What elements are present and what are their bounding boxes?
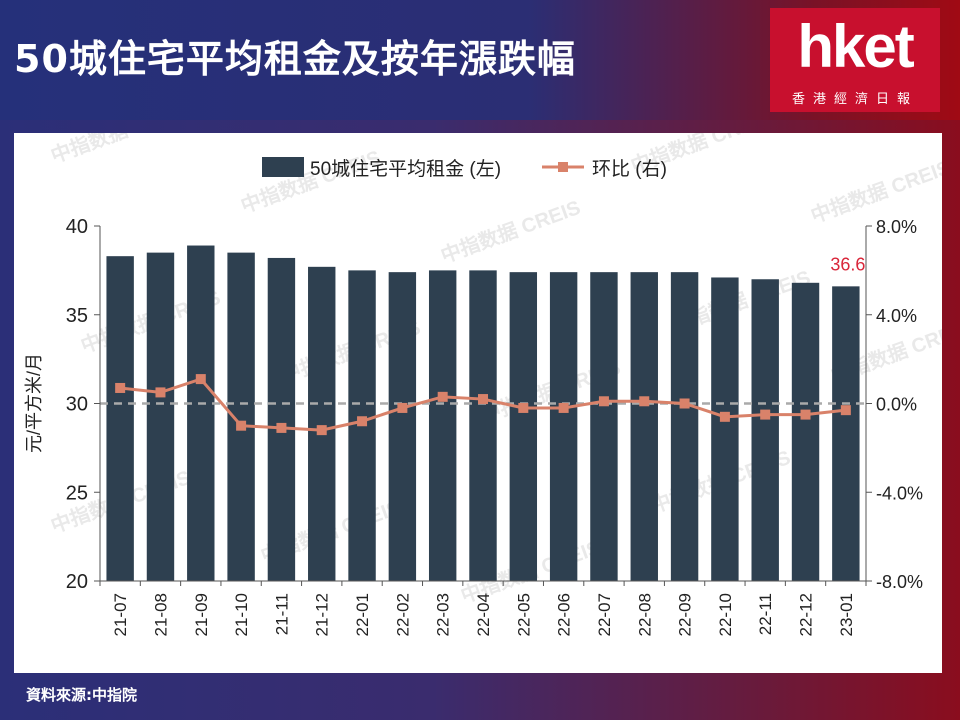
bar xyxy=(469,270,497,581)
x-tick-label: 22-03 xyxy=(434,593,453,636)
x-tick-label: 22-11 xyxy=(756,593,775,635)
mom-point xyxy=(679,398,690,409)
mom-point xyxy=(639,396,650,407)
mom-point xyxy=(397,402,408,413)
watermark-text: 中指数据 CREIS xyxy=(438,195,584,268)
right-tick-label: 4.0% xyxy=(876,306,917,326)
bar xyxy=(549,272,578,581)
x-tick-label: 22-08 xyxy=(635,593,654,636)
bar xyxy=(509,272,538,581)
left-tick-label: 20 xyxy=(66,571,88,593)
bar xyxy=(428,270,457,581)
logo-wordmark: hket xyxy=(797,13,914,80)
right-tick-label: 8.0% xyxy=(876,217,917,237)
mom-point xyxy=(357,416,368,427)
x-tick-label: 22-01 xyxy=(353,593,372,636)
mom-point xyxy=(115,382,126,393)
legend-line-label: 环比 (右) xyxy=(592,158,667,180)
last-value-annotation: 36.6 xyxy=(830,254,865,274)
watermark-text: 中指数据 CREIS xyxy=(808,155,942,228)
x-tick-label: 21-09 xyxy=(192,593,211,636)
right-tick-label: 0.0% xyxy=(876,395,917,415)
header-banner: 50城住宅平均租金及按年漲跌幅 hket 香港經濟日報 xyxy=(0,0,960,120)
x-tick-label: 22-07 xyxy=(595,593,614,636)
mom-point xyxy=(719,411,730,422)
left-tick-label: 25 xyxy=(66,482,88,504)
legend-line-marker xyxy=(558,162,568,172)
mom-point xyxy=(195,374,206,385)
watermark-text: 中指数据 CREIS xyxy=(238,145,384,218)
watermark-text: 中指数据 CREIS xyxy=(48,133,194,168)
bar xyxy=(308,266,336,581)
bar xyxy=(670,272,699,581)
bar xyxy=(590,272,618,581)
legend-bar-label: 50城住宅平均租金 (左) xyxy=(310,158,501,180)
mom-point xyxy=(800,409,811,420)
mom-point xyxy=(558,402,569,413)
mom-point xyxy=(236,420,247,431)
bar xyxy=(267,257,296,581)
bar xyxy=(711,277,739,581)
x-tick-label: 23-01 xyxy=(837,593,856,636)
x-tick-label: 22-06 xyxy=(555,593,574,636)
mom-point xyxy=(760,409,771,420)
source-note: 資料來源:中指院 xyxy=(26,686,137,704)
bar xyxy=(751,279,779,581)
mom-point xyxy=(155,387,166,398)
hket-logo: hket 香港經濟日報 xyxy=(770,8,940,112)
chart-panel: 中指数据 CREIS 中指数据 CREIS 中指数据 CREIS 中指数据 CREIS… xyxy=(14,95,960,673)
mom-point xyxy=(316,425,327,436)
y-axis-title: 元/平方米/月 xyxy=(24,353,44,453)
x-tick-label: 22-09 xyxy=(676,593,695,636)
mom-point xyxy=(518,402,529,413)
bar xyxy=(106,256,134,581)
legend-bar-swatch xyxy=(262,157,304,177)
left-tick-label: 30 xyxy=(66,394,88,416)
bar xyxy=(146,252,175,581)
right-tick-label: -4.0% xyxy=(876,483,923,503)
x-tick-label: 22-05 xyxy=(514,593,533,636)
mom-point xyxy=(598,396,609,407)
bar xyxy=(630,272,658,581)
mom-point xyxy=(437,391,448,402)
bar xyxy=(832,286,860,581)
page-title: 50城住宅平均租金及按年漲跌幅 xyxy=(14,37,576,81)
x-tick-label: 22-04 xyxy=(474,593,493,636)
mom-point xyxy=(276,422,287,433)
logo-subtitle: 香港經濟日報 xyxy=(791,92,918,107)
x-tick-label: 22-12 xyxy=(797,593,816,636)
x-tick-label: 21-11 xyxy=(272,593,291,635)
left-tick-label: 40 xyxy=(66,216,88,238)
x-tick-label: 21-07 xyxy=(111,593,130,636)
right-tick-label: -8.0% xyxy=(876,572,923,592)
mom-point xyxy=(840,405,851,416)
mom-point xyxy=(478,394,488,405)
x-tick-label: 21-10 xyxy=(232,593,251,636)
x-tick-label: 21-08 xyxy=(151,593,170,636)
left-tick-label: 35 xyxy=(66,305,88,327)
rent-chart: 中指数据 CREIS 中指数据 CREIS 中指数据 CREIS 中指数据 CREIS… xyxy=(24,95,960,637)
x-tick-label: 21-12 xyxy=(313,593,332,636)
bar xyxy=(388,272,417,581)
x-tick-label: 22-10 xyxy=(716,593,735,636)
bar xyxy=(791,282,820,581)
bar xyxy=(187,245,215,581)
x-tick-label: 22-02 xyxy=(393,593,412,636)
